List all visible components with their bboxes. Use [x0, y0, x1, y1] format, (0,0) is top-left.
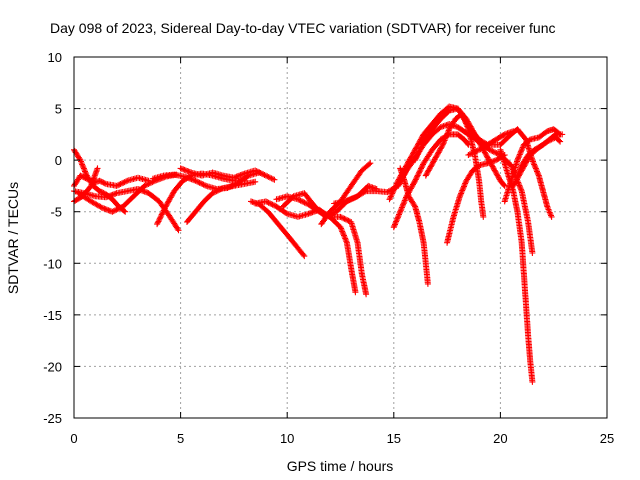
- chart-title: Day 098 of 2023, Sidereal Day-to-day VTE…: [50, 20, 556, 36]
- series-arc-26: [501, 126, 564, 205]
- series-markers: [510, 134, 564, 189]
- series-markers: [422, 110, 487, 220]
- series-arc-20: [412, 105, 508, 189]
- series-markers: [501, 126, 564, 205]
- x-tick-label: 10: [280, 431, 294, 446]
- x-tick-label: 0: [70, 431, 77, 446]
- series-markers: [71, 172, 152, 189]
- series-arc-09: [184, 178, 259, 225]
- series-arc-08: [177, 165, 278, 183]
- series-arc-21: [422, 110, 487, 220]
- series-markers: [397, 165, 431, 287]
- y-tick-label: -10: [43, 256, 62, 271]
- ticks: 0 5 10 15 20 25 -25 -20 -15 -10 -5 0 5 10: [43, 50, 614, 446]
- y-axis-label: SDTVAR / TECUs: [5, 182, 21, 294]
- x-tick-label: 20: [493, 431, 507, 446]
- y-tick-label: 10: [48, 50, 62, 65]
- y-tick-label: 5: [55, 102, 62, 117]
- grid: [74, 57, 607, 418]
- series-arc-03: [71, 172, 152, 189]
- y-tick-label: -15: [43, 308, 62, 323]
- series-arc-22: [444, 152, 508, 246]
- series-markers: [444, 152, 508, 246]
- y-tick-label: 0: [55, 153, 62, 168]
- series-arc-27: [510, 134, 564, 189]
- y-tick-label: -5: [50, 205, 62, 220]
- plot-frame: [73, 56, 608, 419]
- series-markers: [497, 146, 536, 385]
- series-markers: [412, 105, 508, 189]
- x-axis-label: GPS time / hours: [287, 458, 394, 474]
- x-tick-label: 25: [600, 431, 614, 446]
- series-markers: [184, 178, 259, 225]
- y-tick-label: -20: [43, 359, 62, 374]
- x-tick-label: 5: [177, 431, 184, 446]
- series-arc-24: [497, 146, 536, 385]
- plot-border: [73, 56, 608, 419]
- x-tick-label: 15: [387, 431, 401, 446]
- series-arc-05: [75, 171, 180, 215]
- data-layer: [71, 103, 566, 385]
- series-arc-19: [397, 165, 431, 287]
- series-markers: [75, 171, 180, 215]
- series-markers: [177, 165, 278, 183]
- y-tick-label: -25: [43, 411, 62, 426]
